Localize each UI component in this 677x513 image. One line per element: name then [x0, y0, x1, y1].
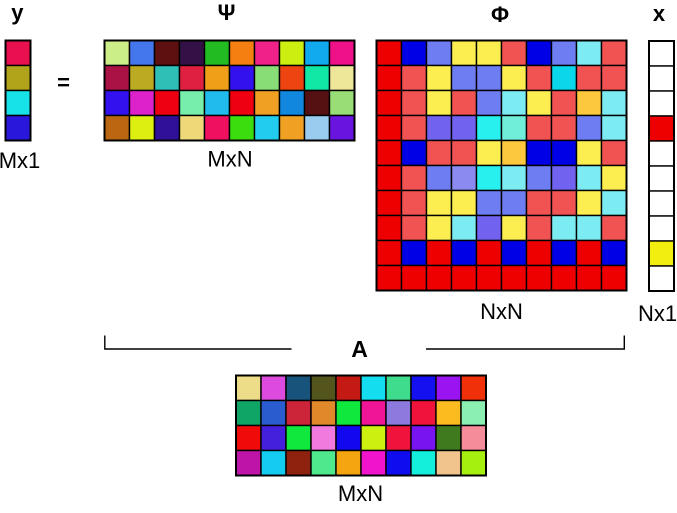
svg-text:x: x — [653, 1, 666, 26]
svg-text:MxN: MxN — [338, 481, 383, 506]
svg-text:A: A — [351, 336, 368, 362]
svg-text:Ψ: Ψ — [218, 0, 236, 25]
svg-text:NxN: NxN — [480, 299, 523, 324]
svg-text:Φ: Φ — [491, 2, 509, 27]
svg-text:Nx1: Nx1 — [638, 301, 677, 326]
svg-text:MxN: MxN — [207, 147, 252, 172]
svg-text:Mx1: Mx1 — [0, 148, 40, 173]
svg-text:=: = — [57, 70, 70, 95]
svg-text:y: y — [11, 0, 24, 25]
